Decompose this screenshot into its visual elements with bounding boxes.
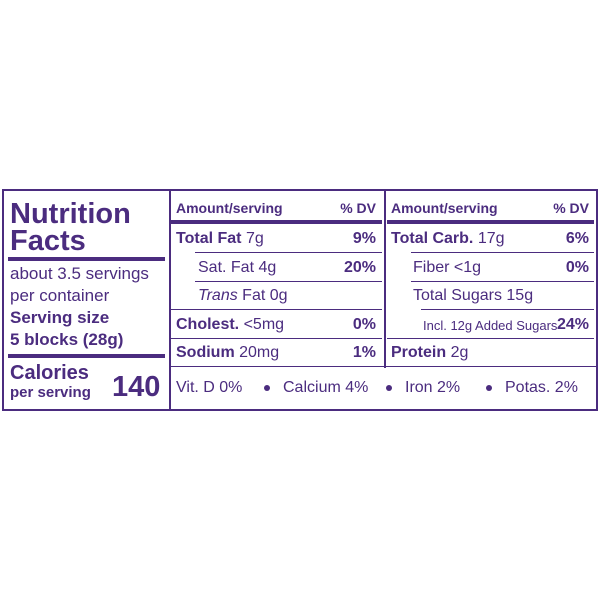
- row: Total Carb. 17g: [391, 231, 505, 247]
- calories: 140: [112, 371, 161, 403]
- nutrient: Incl. 12g Added Sugars: [423, 317, 558, 333]
- row: Protein 2g: [391, 345, 468, 361]
- dv: 6%: [565, 230, 589, 247]
- rule: [195, 252, 382, 253]
- serving-size: 5 blocks (28g): [10, 330, 124, 349]
- amount: 2g: [450, 344, 469, 361]
- nutrient: Cholest.: [176, 315, 240, 333]
- amount: Fat 0g: [242, 287, 288, 304]
- nutrient: Sodium: [176, 344, 235, 361]
- micronutrient: Vit. D 0%: [176, 379, 243, 396]
- nutrient: Fiber: [413, 258, 450, 276]
- rule: [411, 252, 594, 253]
- bullet: [486, 385, 492, 391]
- amount: 7g: [245, 230, 264, 247]
- dv: 9%: [352, 230, 376, 247]
- rule: [8, 257, 165, 261]
- rule: [171, 309, 382, 310]
- micronutrient: Potas. 2%: [505, 379, 578, 396]
- divider: [169, 189, 171, 409]
- dv: 24%: [556, 315, 589, 333]
- dv: 1%: [352, 344, 376, 361]
- row: Cholest. <5mg: [176, 315, 285, 333]
- nutrient: Total Sugars: [413, 287, 502, 304]
- border: [2, 189, 598, 411]
- calories-label: per serving: [10, 384, 91, 401]
- header-amount: Amount/serving: [176, 200, 283, 216]
- row: Total Fat 7g: [176, 231, 264, 247]
- header-amount: Amount/serving: [391, 200, 498, 216]
- divider: [384, 189, 386, 368]
- rule: [387, 220, 594, 224]
- title: Facts: [10, 225, 86, 257]
- row: Incl. 12g Added Sugars: [423, 319, 557, 332]
- row: Trans Fat 0g: [198, 288, 288, 304]
- micronutrient: Iron 2%: [405, 379, 461, 396]
- rule: [171, 337, 382, 339]
- nutrient: Sat. Fat: [198, 258, 255, 276]
- bullet: [386, 385, 392, 391]
- row: Fiber <1g: [413, 258, 482, 276]
- title: Nutrition: [10, 198, 131, 230]
- serving-size-label: Serving size: [10, 308, 110, 327]
- rule: [171, 220, 382, 224]
- dv: 0%: [352, 315, 376, 333]
- bullet: [264, 385, 270, 391]
- servings: about 3.5 servings: [10, 264, 149, 283]
- amount: <5mg: [243, 315, 285, 333]
- rule: [171, 366, 596, 367]
- nutrient: Total Carb.: [391, 230, 474, 247]
- micronutrient: Calcium 4%: [283, 379, 369, 396]
- amount: 15g: [506, 287, 534, 304]
- header-dv: % DV: [553, 200, 589, 216]
- rule: [387, 337, 594, 339]
- rule: [411, 280, 594, 282]
- amount: 17g: [477, 230, 505, 247]
- nutrient: Protein: [391, 344, 447, 361]
- servings: per container: [10, 286, 110, 305]
- row: Sodium 20mg: [176, 345, 279, 361]
- header-dv: % DV: [340, 200, 376, 216]
- row: Sat. Fat 4g: [198, 258, 277, 276]
- amount: 20mg: [239, 344, 280, 361]
- calories-label: Calories: [10, 362, 89, 384]
- amount: <1g: [453, 258, 482, 276]
- rule: [195, 280, 382, 282]
- amount: 4g: [258, 258, 277, 276]
- row: Total Sugars 15g: [413, 288, 533, 304]
- dv: 20%: [343, 258, 376, 276]
- dv: 0%: [565, 258, 589, 276]
- nutrient: Total Fat: [176, 230, 242, 247]
- nutrient: Trans: [198, 287, 238, 304]
- rule: [8, 354, 165, 358]
- rule: [421, 309, 594, 310]
